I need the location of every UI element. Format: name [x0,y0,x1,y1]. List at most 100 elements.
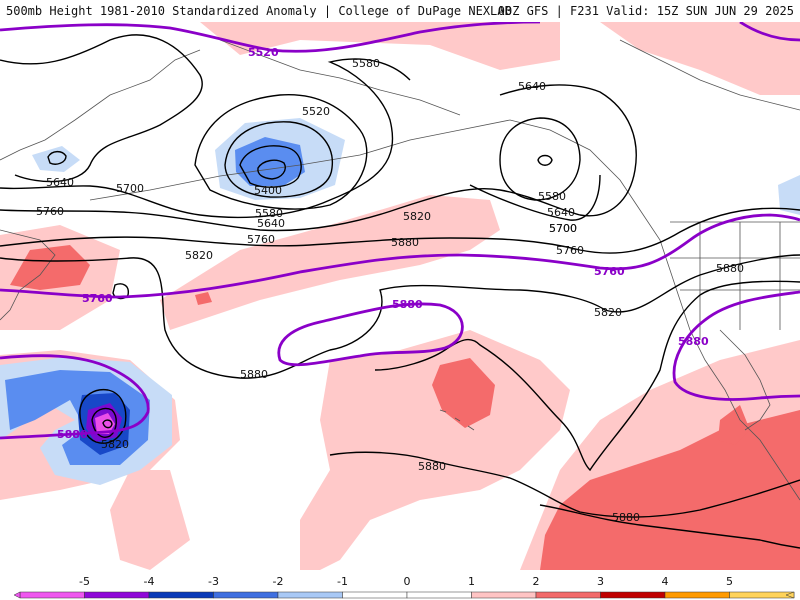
contour-line [79,388,127,444]
colorbar-segment [535,591,601,599]
colorbar-segment [148,591,214,599]
contour-label: 5820 [101,438,129,451]
contour-line [499,117,581,201]
anomaly-region [235,137,305,186]
colorbar-tick-label: -2 [273,575,284,588]
contour-line [102,419,113,429]
contour-label: 5760 [556,244,584,257]
anomaly-region [200,22,560,70]
colorbar-segment [19,591,85,599]
colorbar-segment [600,591,666,599]
contour-line [224,121,333,198]
contour-line [539,504,800,549]
contour-label: 5580 [352,57,380,70]
colorbar-tick-label: 0 [404,575,411,588]
highlight-label: 5760 [82,292,113,305]
colorbar-end [13,591,21,599]
colorbar-tick-label: 2 [533,575,540,588]
highlight-contour-line [0,354,150,440]
highlight-contours [0,22,800,440]
contour-label: 5880 [418,460,446,473]
contour-labels: 5580 5640 5520 5400 5640 5700 5760 5580 … [36,57,744,524]
contour-line [469,174,601,221]
contour-label: 5760 [36,205,64,218]
coastline [619,39,800,111]
colorbar-tick-label: -4 [144,575,155,588]
contour-label: 5640 [547,206,575,219]
contour-label: 5640 [257,217,285,230]
colorbar-tick-label: -1 [337,575,348,588]
colorbar: -5 -4 -3 -2 -1 0 1 2 3 4 5 [13,575,795,599]
contour-label: 5640 [518,80,546,93]
colorbar-end [785,591,795,599]
contour-line [194,94,368,210]
map-title: 500mb Height 1981-2010 Standardized Anom… [6,4,512,18]
colorbar-tick-label: 4 [662,575,669,588]
coastline [89,119,800,501]
positive-anomaly-shading-strong [10,245,800,570]
anomaly-region [32,146,80,172]
coastline [0,229,56,321]
coastline [0,49,201,161]
anomaly-region [300,330,570,570]
highlight-label: 5520 [248,46,279,59]
highlight-contour-line [0,213,800,299]
highlight-label: 5880 [678,335,709,348]
colorbar-segment [342,591,408,599]
highlight-contour-line [277,302,464,367]
colorbar-tick-label: 5 [726,575,733,588]
anomaly-region [95,413,115,434]
state-border [670,221,800,340]
contour-line [0,84,637,232]
colorbar-segment [664,591,730,599]
contour-label: 5760 [247,233,275,246]
highlight-label: 5760 [594,265,625,278]
contour-line [537,154,553,166]
coastline [439,409,475,431]
negative-anomaly-shading [0,118,800,485]
anomaly-region [432,358,495,428]
colorbar-segments [13,591,795,599]
contour-label: 5820 [185,249,213,262]
coastlines [0,39,800,501]
contour-label: 5640 [46,176,74,189]
contour-line [0,58,411,219]
highlight-label: 5880 [392,298,423,311]
coastline [719,329,771,431]
contour-line [0,254,800,379]
anomaly-region [110,470,190,570]
highlight-contour-line [672,290,800,401]
colorbar-segment [213,591,279,599]
contour-label: 5580 [538,190,566,203]
contour-label: 5400 [254,184,282,197]
colorbar-tick-label: -5 [79,575,90,588]
contour-label: 5880 [391,236,419,249]
anomaly-region [195,292,212,305]
anomaly-region [160,195,500,330]
colorbar-segment [84,591,150,599]
highlight-contour-labels: 5520 5760 5880 5760 5880 5880 [57,46,709,441]
contour-line [91,407,117,438]
anomaly-region [718,405,750,445]
anomaly-region [540,410,800,570]
colorbar-tick-label: 1 [468,575,475,588]
anomaly-region [10,245,90,290]
colorbar-tick-labels: -5 -4 -3 -2 -1 0 1 2 3 4 5 [79,575,733,588]
contour-label: 5880 [716,262,744,275]
anomaly-map: 5580 5640 5520 5400 5640 5700 5760 5580 … [0,22,800,570]
colorbar-segment [729,591,795,599]
contour-label: 5820 [594,306,622,319]
colorbar-tick-label: -3 [208,575,219,588]
anomaly-region [600,22,800,95]
contour-label: 5580 [255,207,283,220]
contour-line [239,145,302,188]
coastline [219,39,461,116]
contour-label: 5700 [549,222,577,235]
contour-label: 5820 [403,210,431,223]
contour-label: 5880 [612,511,640,524]
highlight-label: 5880 [57,428,88,441]
colorbar-segment [277,591,343,599]
contour-label: 5700 [116,182,144,195]
contour-line [47,150,67,165]
contour-label: 5700 [549,222,577,235]
